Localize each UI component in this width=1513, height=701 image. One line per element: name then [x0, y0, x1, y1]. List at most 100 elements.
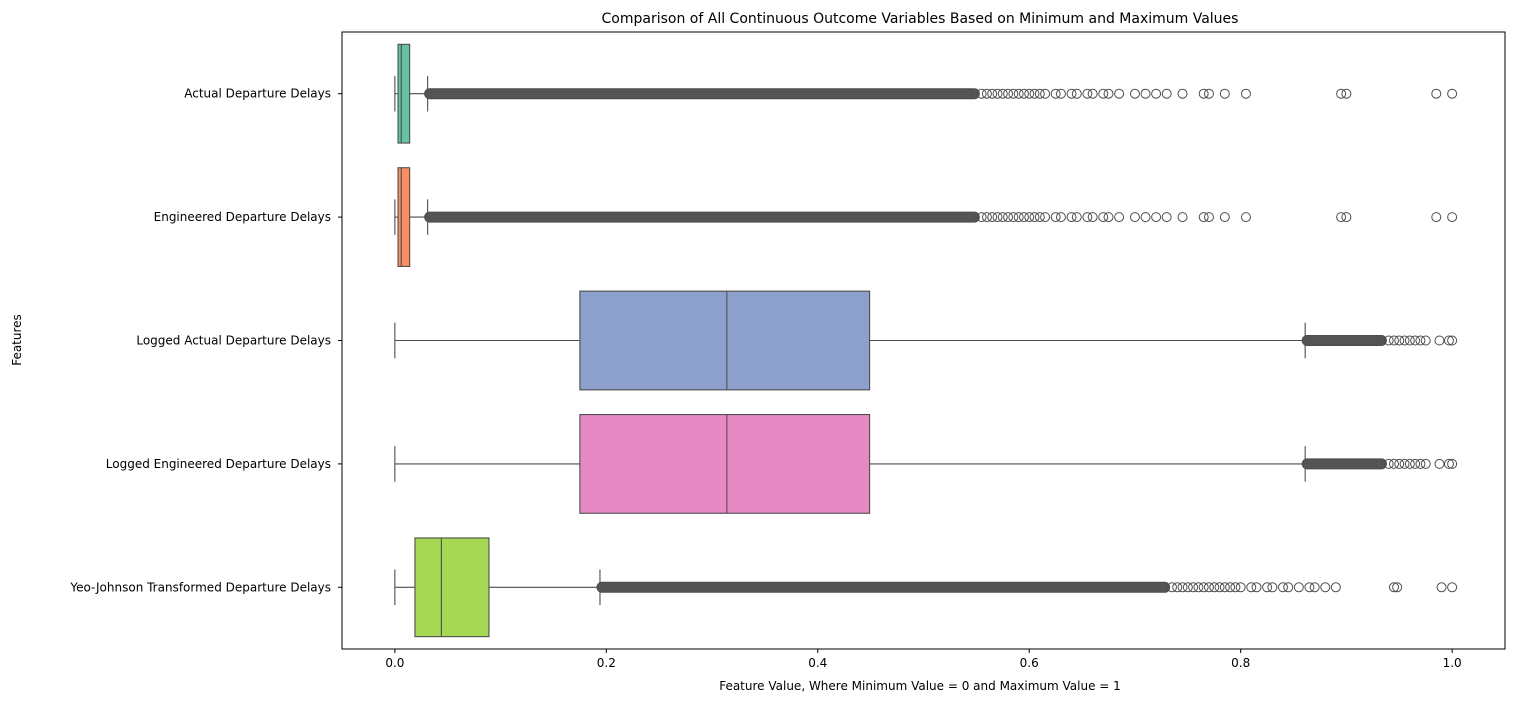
box-series-3: [394, 290, 1458, 391]
outlier-point: [1336, 212, 1347, 223]
x-axis: 0.0 0.2 0.4 0.6 0.8 1.0: [385, 649, 1462, 670]
y-tick-label: Logged Engineered Departure Delays: [106, 457, 331, 471]
outlier-point: [1114, 88, 1125, 99]
outlier-point: [1304, 582, 1315, 593]
box-iqr: [579, 413, 871, 514]
outlier-point: [1087, 212, 1098, 223]
x-tick-label: 0.2: [597, 656, 616, 670]
outlier-point: [1166, 582, 1177, 593]
outlier-point: [1283, 582, 1294, 593]
outlier-point: [1262, 582, 1273, 593]
x-tick-label: 1.0: [1443, 656, 1462, 670]
outlier-point: [1230, 582, 1241, 593]
outlier-point: [1003, 212, 1014, 223]
chart-title: Comparison of All Continuous Outcome Var…: [602, 11, 1239, 27]
y-axis-label: Features: [10, 314, 24, 366]
outlier-point: [1394, 335, 1405, 346]
outlier-point: [1188, 582, 1199, 593]
outlier-point: [1434, 458, 1445, 469]
outlier-point: [1404, 458, 1415, 469]
outlier-point: [1420, 458, 1431, 469]
outlier-point: [1161, 88, 1172, 99]
box-series-5: [394, 537, 1458, 638]
outlier-point: [1410, 335, 1421, 346]
outlier-point: [1003, 88, 1014, 99]
outlier-point: [1013, 212, 1024, 223]
outlier-point: [997, 88, 1008, 99]
outlier-point: [1431, 88, 1442, 99]
outlier-point: [1024, 212, 1035, 223]
outlier-point: [1008, 212, 1019, 223]
outlier-point: [981, 88, 992, 99]
outlier-point: [1087, 88, 1098, 99]
outlier-point: [1394, 458, 1405, 469]
outlier-point: [1029, 88, 1040, 99]
outlier-point: [1034, 88, 1045, 99]
outlier-point: [1443, 335, 1454, 346]
outlier-point: [981, 212, 992, 223]
outlier-point: [1447, 582, 1458, 593]
outlier-point: [1330, 582, 1341, 593]
outlier-dense-band: [424, 211, 980, 223]
outlier-point: [1182, 582, 1193, 593]
outlier-point: [1098, 88, 1109, 99]
outlier-point: [1193, 582, 1204, 593]
outlier-point: [1341, 212, 1352, 223]
outlier-point: [1055, 212, 1066, 223]
y-tick-label: Actual Departure Delays: [184, 87, 331, 101]
outlier-point: [997, 212, 1008, 223]
outlier-point: [1219, 212, 1230, 223]
box-series-4: [394, 413, 1458, 514]
outlier-point: [1447, 212, 1458, 223]
outlier-point: [1240, 88, 1251, 99]
outlier-point: [1447, 458, 1458, 469]
outlier-point: [1008, 88, 1019, 99]
outlier-dense-band: [1301, 335, 1387, 346]
outlier-dense-band: [424, 88, 980, 100]
outlier-point: [1013, 88, 1024, 99]
y-tick-label: Logged Actual Departure Delays: [136, 334, 331, 348]
outlier-point: [976, 88, 987, 99]
plot-area: [394, 43, 1458, 638]
outlier-point: [1447, 88, 1458, 99]
outlier-point: [1055, 88, 1066, 99]
outlier-point: [1225, 582, 1236, 593]
outlier-point: [1082, 88, 1093, 99]
box-iqr: [397, 43, 411, 144]
box-iqr: [397, 167, 411, 268]
outlier-point: [1177, 88, 1188, 99]
outlier-point: [1399, 458, 1410, 469]
outlier-point: [1103, 88, 1114, 99]
outlier-point: [1161, 212, 1172, 223]
outlier-dense-band: [1301, 458, 1387, 470]
outlier-point: [1383, 458, 1394, 469]
outlier-point: [1140, 88, 1151, 99]
outlier-point: [1140, 212, 1151, 223]
outlier-point: [1203, 88, 1214, 99]
outlier-point: [1235, 582, 1246, 593]
outlier-point: [1388, 458, 1399, 469]
outlier-point: [1198, 88, 1209, 99]
outlier-point: [1040, 212, 1051, 223]
outlier-point: [1383, 335, 1394, 346]
outlier-point: [1177, 212, 1188, 223]
outlier-point: [987, 88, 998, 99]
outlier-point: [1240, 212, 1251, 223]
outlier-point: [1388, 335, 1399, 346]
x-tick-label: 0.4: [808, 656, 827, 670]
outlier-point: [1024, 88, 1035, 99]
outlier-point: [1410, 458, 1421, 469]
outlier-point: [1050, 88, 1061, 99]
outlier-point: [1219, 582, 1230, 593]
outlier-point: [1098, 212, 1109, 223]
outlier-point: [1214, 582, 1225, 593]
outlier-point: [1443, 458, 1454, 469]
outlier-point: [1151, 88, 1162, 99]
outlier-point: [1177, 582, 1188, 593]
outlier-point: [1151, 212, 1162, 223]
outlier-point: [987, 212, 998, 223]
outlier-point: [1420, 335, 1431, 346]
outlier-point: [1040, 88, 1051, 99]
outlier-point: [1066, 212, 1077, 223]
